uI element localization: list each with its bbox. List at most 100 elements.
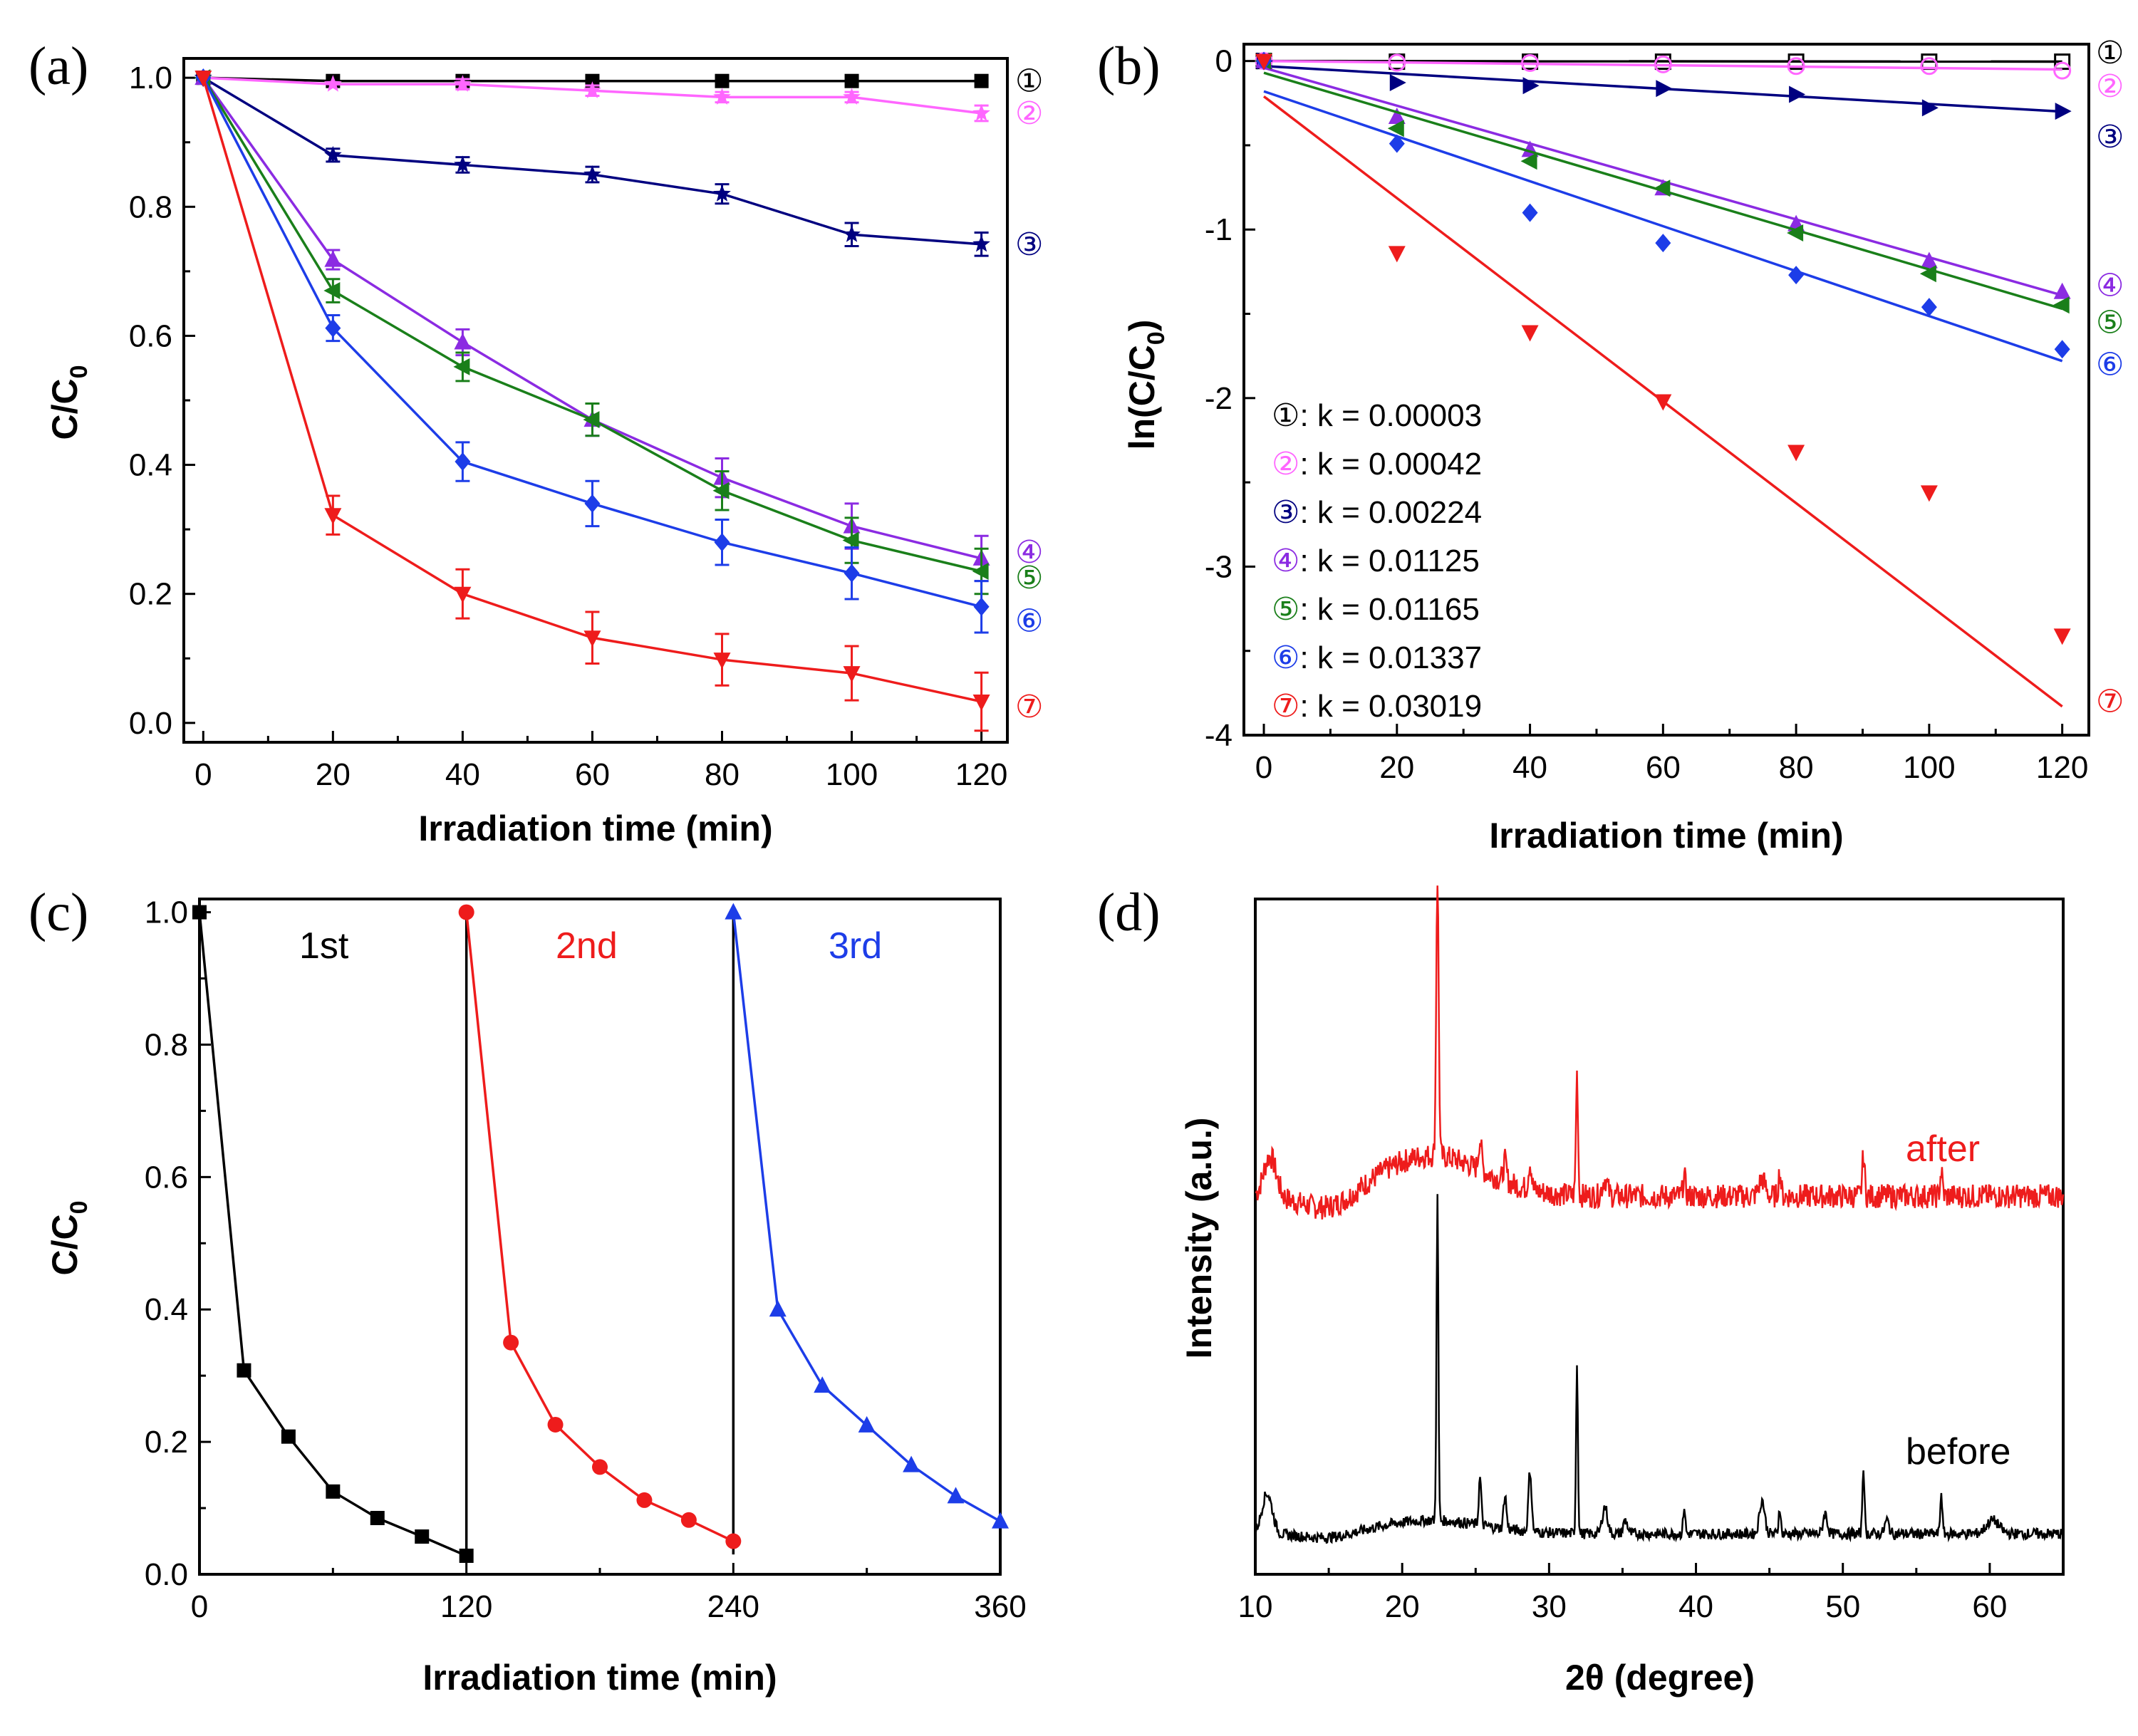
- panel-c-y-tick-label: 0.2: [145, 1425, 188, 1460]
- panel-a-x-tick-label: 80: [705, 757, 740, 792]
- panel-a-series-tag-6: ⑥: [1015, 604, 1043, 639]
- panel-b-series-1-fit-line: [1264, 59, 2062, 63]
- data-point: [324, 250, 342, 267]
- data-point: [1654, 55, 1672, 73]
- legend-entry-3: ③: k = 0.00224: [1272, 495, 1482, 530]
- panel-b-x-tick-label: 100: [1903, 750, 1955, 785]
- panel-d-x-axis-title: 2θ (degree): [1565, 1658, 1755, 1698]
- data-point: [636, 1492, 653, 1508]
- data-point: [1789, 85, 1806, 103]
- panel-a-series-tag-2: ②: [1015, 96, 1043, 131]
- panel-b-plot-frame: [1242, 43, 2090, 737]
- cycle-label-1st: 1st: [299, 925, 349, 967]
- data-point: [713, 184, 731, 202]
- panel-b-y-tick-label: -2: [1205, 381, 1233, 416]
- data-point: [583, 81, 601, 98]
- panel-c-x-tick-label: 360: [974, 1589, 1026, 1624]
- legend-value: : k = 0.00224: [1299, 495, 1482, 530]
- panel-a-x-axis-title: Irradiation time (min): [418, 809, 772, 848]
- panel-d-ticks: 10 20 30 40 50 60: [1238, 1563, 2065, 1624]
- panel-b-series-2-fit-line: [1263, 59, 2062, 71]
- data-point: [592, 1459, 608, 1475]
- data-point: [972, 103, 990, 121]
- data-point: [814, 1376, 831, 1393]
- data-point: [583, 411, 600, 429]
- panel-c-x-tick-label: 240: [707, 1589, 759, 1624]
- legend-symbol: ⑤: [1272, 592, 1299, 627]
- data-point: [715, 73, 730, 88]
- panel-b-series-tag-5: ⑤: [2096, 305, 2124, 340]
- data-point: [714, 533, 730, 552]
- legend-value: : k = 0.00003: [1299, 398, 1482, 433]
- panel-c-series: [192, 903, 1009, 1563]
- panel-c-y-tick-label: 0.4: [145, 1292, 188, 1327]
- legend-entry-6: ⑥: k = 0.01337: [1272, 640, 1482, 675]
- panel-b-series-tag-6: ⑥: [2096, 348, 2124, 383]
- data-point: [843, 225, 861, 242]
- xrd-label-after: after: [1906, 1128, 1980, 1170]
- panel-d-x-tick-label: 50: [1825, 1589, 1860, 1624]
- panel-a-y-tick-label: 0.2: [129, 577, 172, 612]
- panel-a-label: (a): [28, 36, 88, 96]
- legend-symbol: ②: [1272, 447, 1299, 482]
- panel-c-series-1: [192, 905, 474, 1563]
- data-point: [2053, 296, 2070, 314]
- panel-b-x-tick-label: 40: [1512, 750, 1547, 785]
- data-point: [903, 1455, 920, 1472]
- legend-value: : k = 0.03019: [1299, 689, 1482, 724]
- data-point: [1521, 325, 1539, 342]
- panel-c-series-3: [725, 903, 1009, 1529]
- panel-d-x-tick-label: 20: [1385, 1589, 1420, 1624]
- panel-d-x-tick-label: 60: [1972, 1589, 2007, 1624]
- panel-a-series-tag-4: ④: [1015, 535, 1043, 570]
- panel-c-series-2-line: [465, 912, 735, 1543]
- data-point: [324, 508, 342, 525]
- panel-a-series-7: [194, 71, 990, 732]
- panel-c-y-tick-label: 0.8: [145, 1027, 188, 1062]
- data-point: [1920, 57, 1939, 76]
- data-point: [1521, 53, 1540, 72]
- panel-c-x-tick-label: 120: [440, 1589, 492, 1624]
- panel-a-series-3: [194, 68, 990, 257]
- data-point: [725, 1533, 742, 1549]
- panel-a: (a) 0 20 40 60 80 100 120 0.0 0.2 0.4 0.6 0.8 1.0 ①②…: [28, 36, 1043, 848]
- data-point: [1787, 57, 1805, 76]
- panel-b-series-2: [1255, 52, 2072, 80]
- data-point: [1919, 265, 1936, 283]
- panel-a-x-tick-label: 100: [826, 757, 878, 792]
- legend-entry-5: ⑤: k = 0.01165: [1272, 592, 1480, 627]
- data-point: [455, 452, 471, 472]
- data-point: [1787, 445, 1805, 462]
- data-point: [415, 1529, 430, 1544]
- data-point: [547, 1416, 564, 1433]
- data-point: [1787, 224, 1804, 241]
- panel-c-series-1-line: [198, 912, 467, 1557]
- panel-c: (c) 0 120 240 360 0.0 0.2 0.4 0.6 0.8 1.0 1st 2nd…: [28, 883, 1027, 1698]
- data-point: [454, 155, 472, 172]
- data-point: [1654, 394, 1672, 411]
- panel-a-y-tick-label: 0.4: [129, 448, 172, 483]
- data-point: [1921, 99, 1939, 117]
- panel-a-series-6-line: [202, 77, 982, 608]
- panel-b-series-tag-2: ②: [2096, 69, 2124, 104]
- data-point: [1389, 73, 1406, 91]
- panel-b-x-tick-label: 80: [1779, 750, 1814, 785]
- data-point: [323, 145, 342, 163]
- panel-d-pattern-before: [1255, 1194, 2064, 1544]
- data-point: [458, 904, 474, 920]
- panel-b-x-tick-label: 0: [1255, 750, 1272, 785]
- legend-entry-7: ⑦: k = 0.03019: [1272, 689, 1482, 724]
- panel-a-y-tick-label: 0.6: [129, 318, 172, 353]
- legend-value: : k = 0.01337: [1299, 640, 1482, 675]
- panel-b-series-6-fit-line: [1263, 90, 2063, 363]
- data-point: [725, 903, 742, 920]
- data-point: [843, 666, 861, 683]
- cycle-label-2nd: 2nd: [556, 925, 618, 967]
- panel-a-x-tick-label: 20: [316, 757, 351, 792]
- data-point: [1655, 234, 1671, 253]
- data-point: [842, 531, 859, 549]
- panel-b-label: (b): [1097, 36, 1161, 96]
- data-point: [323, 75, 342, 92]
- panel-b-series-3: [1257, 52, 2072, 120]
